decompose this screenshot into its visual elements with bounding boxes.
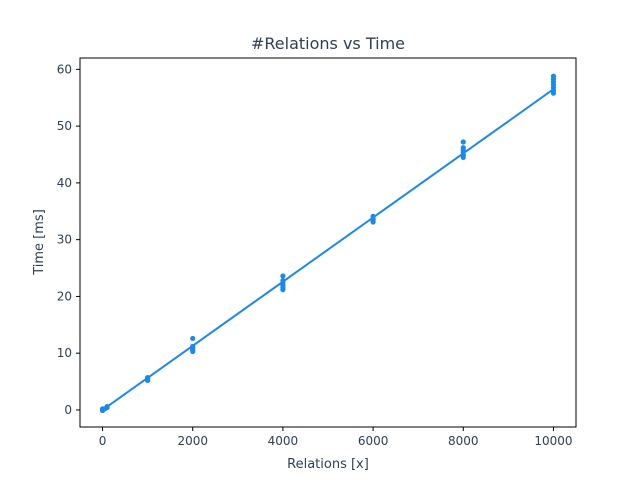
y-tick-label: 20: [57, 289, 72, 303]
x-tick-label: 4000: [268, 434, 299, 448]
x-tick-label: 10000: [534, 434, 572, 448]
x-axis-label: Relations [x]: [287, 457, 369, 472]
y-axis: 0 10 20 30 40 50 60: [57, 62, 80, 417]
data-point: [370, 213, 376, 219]
data-point: [460, 139, 466, 145]
x-tick-label: 2000: [177, 434, 208, 448]
y-tick-label: 40: [57, 176, 72, 190]
chart-title: #Relations vs Time: [251, 34, 405, 53]
x-tick-label: 0: [99, 434, 107, 448]
plot-frame: [79, 57, 577, 428]
y-axis-label: Time [ms]: [32, 209, 47, 276]
data-point: [280, 277, 286, 284]
series-line: [101, 88, 555, 411]
y-tick-label: 10: [57, 346, 72, 360]
y-tick-label: 0: [64, 403, 72, 417]
data-point: [280, 273, 286, 279]
y-tick-label: 50: [57, 119, 72, 133]
plot-area: [99, 73, 557, 414]
x-tick-label: 6000: [358, 434, 389, 448]
data-point: [190, 335, 196, 342]
data-point: [145, 375, 151, 381]
x-axis: 0 2000 4000 6000 8000 10000: [99, 427, 573, 448]
y-tick-label: 30: [57, 233, 72, 247]
data-point: [190, 343, 196, 349]
y-tick-label: 60: [57, 62, 72, 76]
data-point: [460, 145, 466, 151]
data-point: [550, 73, 557, 79]
data-point: [104, 403, 110, 410]
x-tick-label: 8000: [448, 434, 479, 448]
